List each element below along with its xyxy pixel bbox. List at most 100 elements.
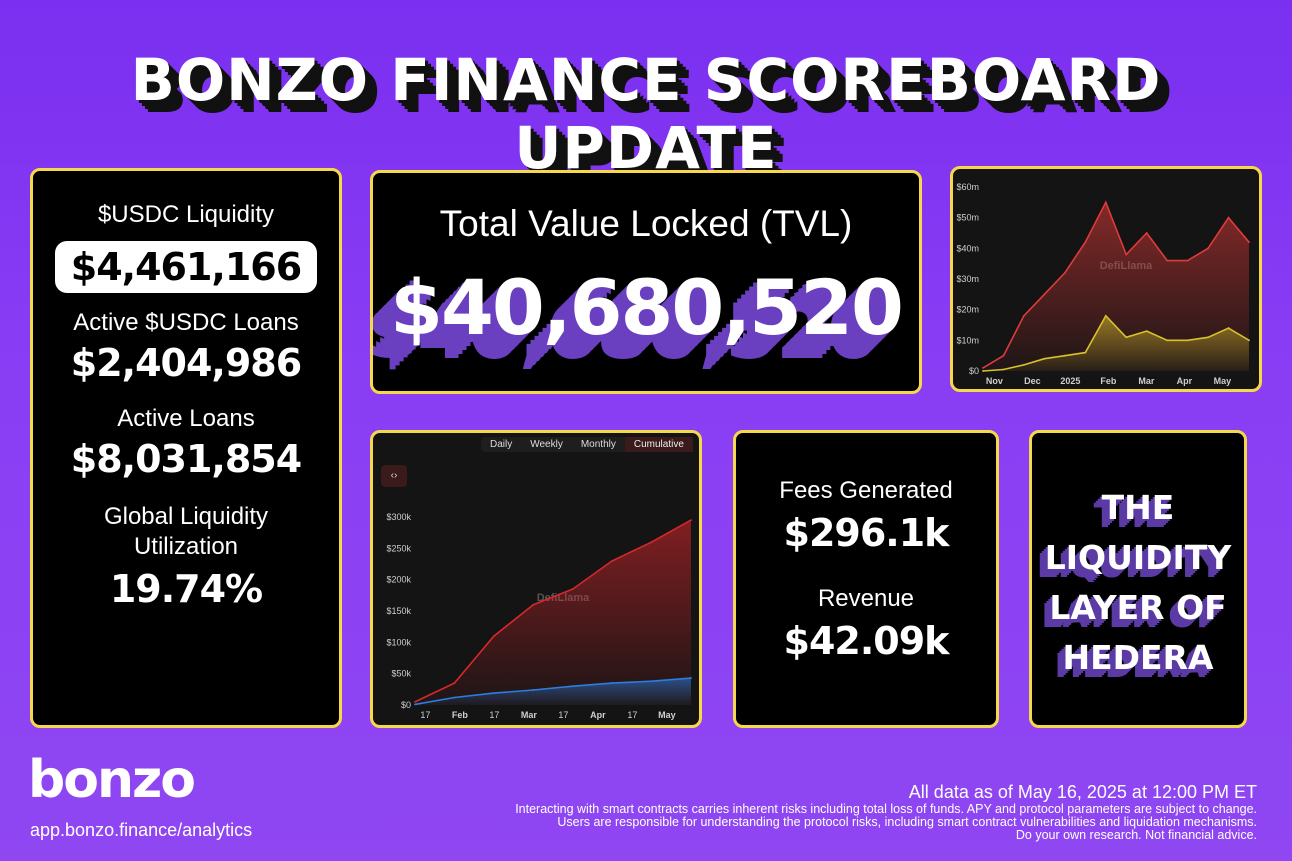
data-point — [1043, 357, 1046, 360]
slogan-line-3: LAYER OF — [1049, 588, 1227, 627]
data-point — [1248, 339, 1250, 342]
data-point — [1084, 241, 1087, 244]
data-point — [1145, 330, 1148, 333]
data-point — [1186, 259, 1189, 262]
series-line — [414, 519, 692, 703]
data-point — [1125, 336, 1128, 339]
data-point — [453, 696, 456, 699]
tvl-history-chart-panel: $0 $10m $20m $30m $40m $50m $60m Nov Dec 2025 Feb M… — [950, 166, 1262, 392]
data-point — [532, 689, 535, 691]
utilization-value: 19.74% — [109, 567, 263, 611]
series-line — [982, 200, 1250, 369]
x-tick-label: Apr — [1177, 376, 1193, 386]
revenue-label: Revenue — [817, 585, 915, 612]
data-point — [982, 370, 984, 372]
data-point — [611, 682, 614, 684]
data-point — [1063, 271, 1066, 274]
data-point — [492, 635, 495, 637]
y-tick-label: $150k — [386, 606, 411, 616]
active-loans-value: $8,031,854 — [70, 437, 302, 481]
data-point — [1145, 232, 1148, 234]
data-point — [1104, 314, 1107, 317]
liquidity-panel: $USDC Liquidity $4,461,166 Active $USDC … — [30, 168, 342, 728]
slogan-line-1: THE — [1101, 488, 1175, 527]
active-loans-label: Active Loans — [117, 405, 255, 432]
data-as-of: All data as of May 16, 2025 at 12:00 PM … — [908, 782, 1257, 802]
slogan-panel: THE LIQUIDITY LAYER OF HEDERA — [1029, 430, 1247, 728]
usdc-liquidity-label: $USDC Liquidity — [97, 201, 275, 228]
data-point — [414, 700, 416, 703]
tab-daily[interactable]: Daily — [490, 439, 513, 450]
data-point — [571, 685, 574, 688]
data-point — [690, 519, 692, 522]
embed-code-icon[interactable]: ‹› — [381, 465, 407, 487]
x-tick-label: 17 — [627, 710, 637, 720]
data-point — [1207, 247, 1209, 250]
x-tick-label: Feb — [1100, 376, 1117, 386]
y-tick-label: $0 — [401, 700, 411, 710]
y-tick-label: $0 — [969, 366, 979, 376]
y-tick-label: $300k — [386, 512, 411, 522]
tab-cumulative[interactable]: Cumulative — [624, 437, 693, 452]
utilization-label-line2: Utilization — [133, 533, 239, 560]
series-area — [415, 520, 691, 705]
tvl-value: $40,680,520 — [390, 263, 904, 352]
data-point — [1248, 241, 1250, 244]
cumulative-fees-chart: $0 $50k $100k $150k $200k $250k $300k 17 Feb 17 Ma… — [386, 512, 692, 720]
data-point — [650, 680, 653, 683]
data-point — [414, 703, 416, 706]
y-tick-label: $10m — [956, 335, 979, 345]
data-point — [611, 559, 614, 562]
disclaimer-line-3: Do your own research. Not financial advi… — [1015, 828, 1257, 842]
x-tick-label: 17 — [420, 710, 430, 720]
x-tick-label: Mar — [521, 710, 538, 720]
y-tick-label: $40m — [956, 243, 979, 253]
page-title: BONZO FINANCE SCOREBOARD UPDATE — [130, 46, 1162, 182]
data-point — [1043, 293, 1046, 296]
y-tick-label: $20m — [956, 305, 979, 315]
x-tick-label: Apr — [590, 710, 606, 720]
data-point — [650, 541, 653, 543]
x-tick-label: May — [658, 710, 676, 720]
series-area — [983, 202, 1249, 371]
data-point — [453, 682, 456, 684]
data-point — [1002, 354, 1005, 357]
fees-panel: Fees Generated $296.1k Revenue $42.09k — [733, 430, 999, 728]
y-tick-label: $250k — [386, 543, 411, 553]
data-point — [1166, 259, 1169, 262]
cumulative-fees-chart-panel: Daily Weekly Monthly Cumulative ‹› $0 $50… — [370, 430, 702, 728]
data-point — [571, 588, 574, 590]
y-tick-label: $50k — [391, 669, 411, 679]
data-point — [1023, 363, 1025, 366]
y-tick-label: $60m — [956, 182, 979, 192]
data-point — [1002, 368, 1005, 371]
active-usdc-loans-value: $2,404,986 — [70, 341, 302, 385]
x-tick-label: Mar — [1138, 376, 1155, 386]
active-usdc-loans-label: Active $USDC Loans — [73, 309, 299, 336]
fees-label: Fees Generated — [779, 477, 953, 504]
data-point — [1186, 339, 1189, 342]
disclaimer-line-1: Interacting with smart contracts carries… — [515, 802, 1257, 816]
x-tick-label: Nov — [986, 376, 1003, 386]
site-url[interactable]: app.bonzo.finance/analytics — [30, 820, 253, 840]
tab-monthly[interactable]: Monthly — [580, 439, 616, 450]
disclaimer-line-2: Users are responsible for understanding … — [557, 815, 1257, 829]
tvl-label: Total Value Locked (TVL) — [439, 203, 853, 244]
series-area — [983, 315, 1249, 371]
y-tick-label: $200k — [386, 575, 411, 585]
x-tick-label: 2025 — [1060, 376, 1080, 386]
x-tick-label: May — [1214, 376, 1232, 386]
data-point — [1104, 201, 1107, 204]
y-tick-label: $100k — [386, 637, 411, 647]
data-point — [532, 603, 535, 606]
tab-weekly[interactable]: Weekly — [530, 439, 563, 450]
series-area — [415, 678, 691, 705]
period-tabs: Daily Weekly Monthly Cumulative — [481, 437, 693, 452]
data-point — [982, 367, 984, 369]
x-tick-label: 17 — [489, 710, 499, 720]
data-point — [1227, 216, 1230, 219]
slogan-text: THE LIQUIDITY LAYER OF HEDERA — [1032, 483, 1244, 683]
data-point — [1227, 327, 1230, 329]
data-point — [1063, 354, 1066, 357]
slogan-line-2: LIQUIDITY — [1044, 538, 1232, 577]
